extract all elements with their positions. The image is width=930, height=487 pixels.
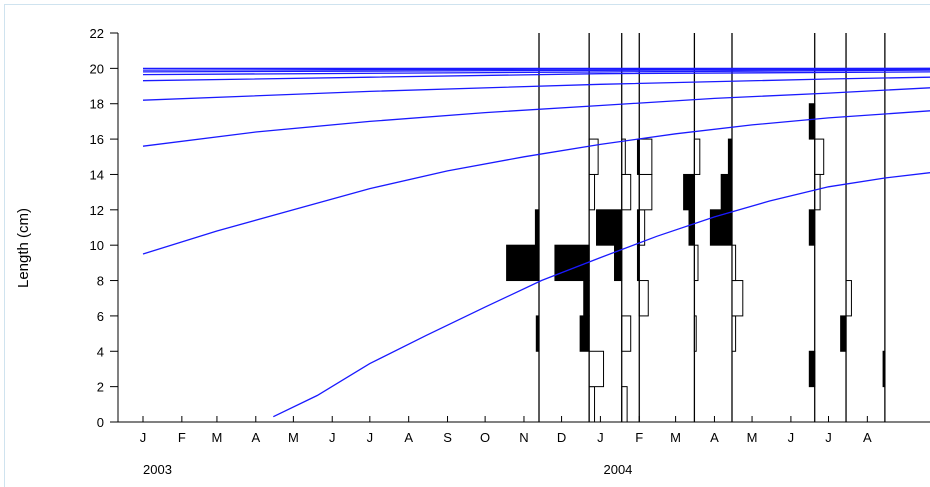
x-tick-label-1: F [178, 430, 186, 445]
bar-sample6-left-2 [808, 103, 816, 140]
bar-sample3-right-1 [638, 209, 646, 246]
growth-curves [142, 67, 930, 418]
bar-sample3-right-0 [638, 280, 649, 317]
bar-sample4-left-0 [688, 209, 695, 246]
x-tick-label-12: J [597, 430, 604, 445]
y-tick-label-4: 4 [97, 344, 104, 359]
growth-curve-3 [142, 76, 930, 101]
bar-sample2-right-1 [621, 315, 632, 352]
bar-sample6-right-1 [814, 173, 821, 211]
year-label-2003: 2003 [143, 462, 172, 477]
y-tick-label-20: 20 [90, 61, 104, 76]
x-tick-label-18: J [825, 430, 832, 445]
bar-sample6-left-1 [808, 209, 816, 246]
bar-sample6-left-0 [808, 350, 816, 388]
x-tick-label-9: O [480, 430, 490, 445]
x-tick-label-17: J [788, 430, 795, 445]
y-tick-label-16: 16 [90, 132, 104, 147]
bar-sample0-left-1 [506, 244, 540, 282]
bar-sample6-right-0 [814, 138, 825, 175]
bar-sample5-right-1 [731, 280, 744, 317]
x-tick-label-7: A [404, 430, 413, 445]
bar-sample2-right-0 [621, 386, 628, 423]
bar-sample4-left-1 [683, 173, 695, 211]
x-tick-label-19: A [863, 430, 872, 445]
y-tick-label-0: 0 [97, 415, 104, 430]
growth-curve-4 [142, 71, 930, 82]
bar-sample5-left-1 [720, 173, 733, 211]
bar-sample1-left-0 [579, 315, 590, 352]
y-tick-label-10: 10 [90, 238, 104, 253]
x-tick-label-4: M [288, 430, 299, 445]
bar-sample1-right-0 [588, 386, 596, 423]
growth-curve-0 [273, 172, 930, 418]
x-tick-label-16: M [747, 430, 758, 445]
x-tick-label-6: J [367, 430, 374, 445]
bar-sample7-right-0 [845, 280, 852, 317]
x-tick-label-10: N [519, 430, 528, 445]
bar-sample2-left-1 [596, 209, 623, 246]
y-tick-label-12: 12 [90, 203, 104, 218]
bar-sample3-right-2 [638, 173, 653, 211]
bar-sample7-left-0 [840, 315, 847, 352]
x-tick-label-0: J [140, 430, 147, 445]
y-tick-label-14: 14 [90, 167, 104, 182]
x-tick-label-2: M [212, 430, 223, 445]
year-label-2004: 2004 [603, 462, 632, 477]
y-tick-label-18: 18 [90, 97, 104, 112]
bar-sample4-right-2 [693, 138, 701, 175]
growth-curve-2 [142, 87, 930, 147]
y-axis-title: Length (cm) [15, 208, 32, 288]
x-tick-label-11: D [557, 430, 566, 445]
y-tick-label-22: 22 [90, 26, 104, 41]
bar-sample1-left-2 [554, 244, 590, 282]
bar-sample1-left-1 [583, 280, 590, 317]
y-tick-label-6: 6 [97, 309, 104, 324]
x-tick-label-14: M [670, 430, 681, 445]
growth-curve-6 [142, 68, 930, 73]
frequency-bars [506, 33, 886, 423]
bar-sample3-right-3 [638, 138, 653, 175]
x-tick-label-8: S [443, 430, 452, 445]
x-tick-label-3: A [251, 430, 260, 445]
x-tick-label-5: J [329, 430, 336, 445]
axes: 0 2 4 6 8 10 12 14 16 18 20 22 J F M A M J J A S O N D J F M A M J J A 2… [90, 26, 930, 477]
bar-sample1-right-2 [588, 173, 596, 211]
growth-curve-1 [142, 110, 930, 255]
chart-frame [4, 4, 930, 487]
bar-sample2-right-2 [621, 173, 632, 211]
y-tick-label-2: 2 [97, 380, 104, 395]
y-tick-label-8: 8 [97, 274, 104, 289]
x-tick-label-15: A [710, 430, 719, 445]
x-tick-label-13: F [635, 430, 643, 445]
bar-sample1-right-1 [588, 350, 605, 388]
growth-curve-5 [142, 69, 930, 76]
